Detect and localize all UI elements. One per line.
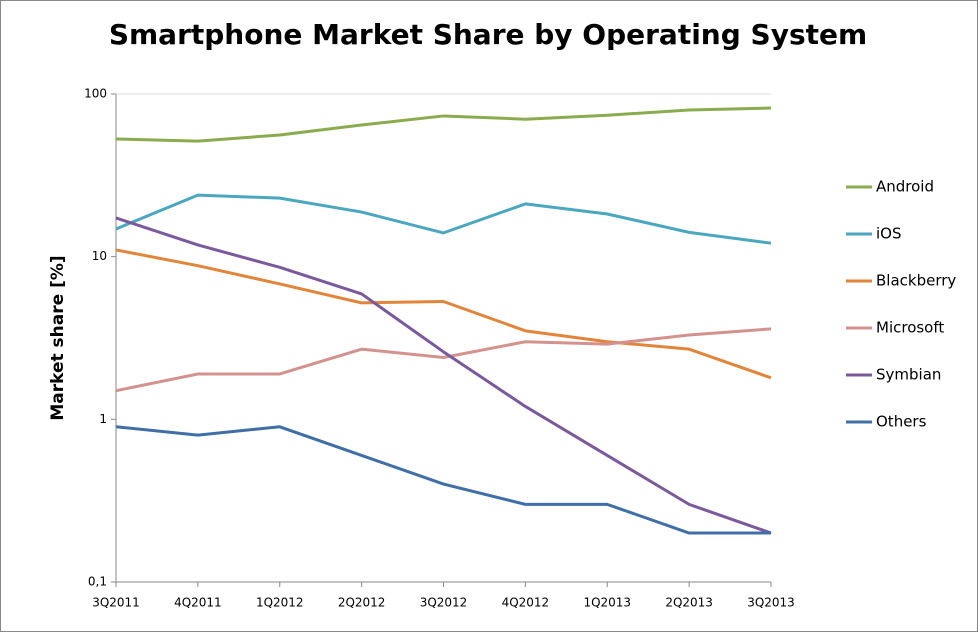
series-line: [115, 248, 772, 380]
series-line: [115, 216, 772, 535]
x-tick-label: 4Q2011: [174, 596, 222, 610]
series-line: [115, 327, 772, 393]
y-tick-label: 0,1: [88, 575, 107, 589]
legend-label: Microsoft: [876, 319, 944, 337]
x-tick-label: 3Q2011: [92, 596, 140, 610]
legend-label: Symbian: [876, 366, 941, 384]
y-tick-label: 1: [99, 412, 107, 426]
series-line: [115, 425, 771, 535]
series-line: [115, 193, 772, 245]
x-tick-label: 1Q2012: [256, 596, 304, 610]
y-tick-label: 10: [92, 249, 107, 263]
x-tick-label: 3Q2013: [747, 596, 795, 610]
legend-label: Blackberry: [876, 272, 956, 290]
x-tick-label: 2Q2013: [665, 596, 713, 610]
y-axis-label: Market share [%]: [48, 255, 68, 420]
x-tick-label: 1Q2013: [583, 596, 631, 610]
chart-title: Smartphone Market Share by Operating Sys…: [109, 18, 867, 51]
legend-label: iOS: [876, 225, 902, 243]
x-tick-label: 2Q2012: [338, 596, 386, 610]
x-tick-label: 4Q2012: [502, 596, 550, 610]
x-tick-label: 3Q2012: [420, 596, 468, 610]
legend-label: Android: [876, 178, 934, 196]
series-line: [115, 106, 772, 143]
y-tick-label: 100: [84, 87, 107, 101]
legend-label: Others: [876, 413, 927, 431]
